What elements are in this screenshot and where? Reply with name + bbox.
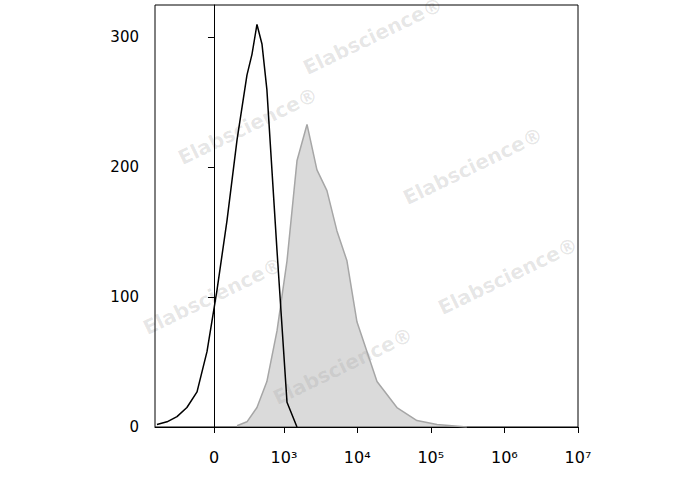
svg-text:10⁶: 10⁶	[491, 448, 518, 467]
svg-text:Elabscience®: Elabscience®	[139, 252, 287, 340]
svg-text:Elabscience®: Elabscience®	[174, 82, 322, 170]
svg-text:0: 0	[209, 448, 219, 467]
svg-text:200: 200	[110, 158, 139, 176]
svg-text:Elabscience®: Elabscience®	[434, 232, 582, 320]
svg-text:0: 0	[129, 418, 139, 436]
svg-text:10⁵: 10⁵	[417, 448, 444, 467]
svg-text:100: 100	[110, 288, 139, 306]
svg-text:10⁷: 10⁷	[565, 448, 592, 467]
svg-text:Elabscience®: Elabscience®	[399, 122, 547, 210]
svg-text:Elabscience®: Elabscience®	[299, 0, 447, 80]
svg-text:10⁴: 10⁴	[344, 448, 371, 467]
svg-text:300: 300	[110, 28, 139, 46]
svg-text:10³: 10³	[271, 448, 298, 467]
